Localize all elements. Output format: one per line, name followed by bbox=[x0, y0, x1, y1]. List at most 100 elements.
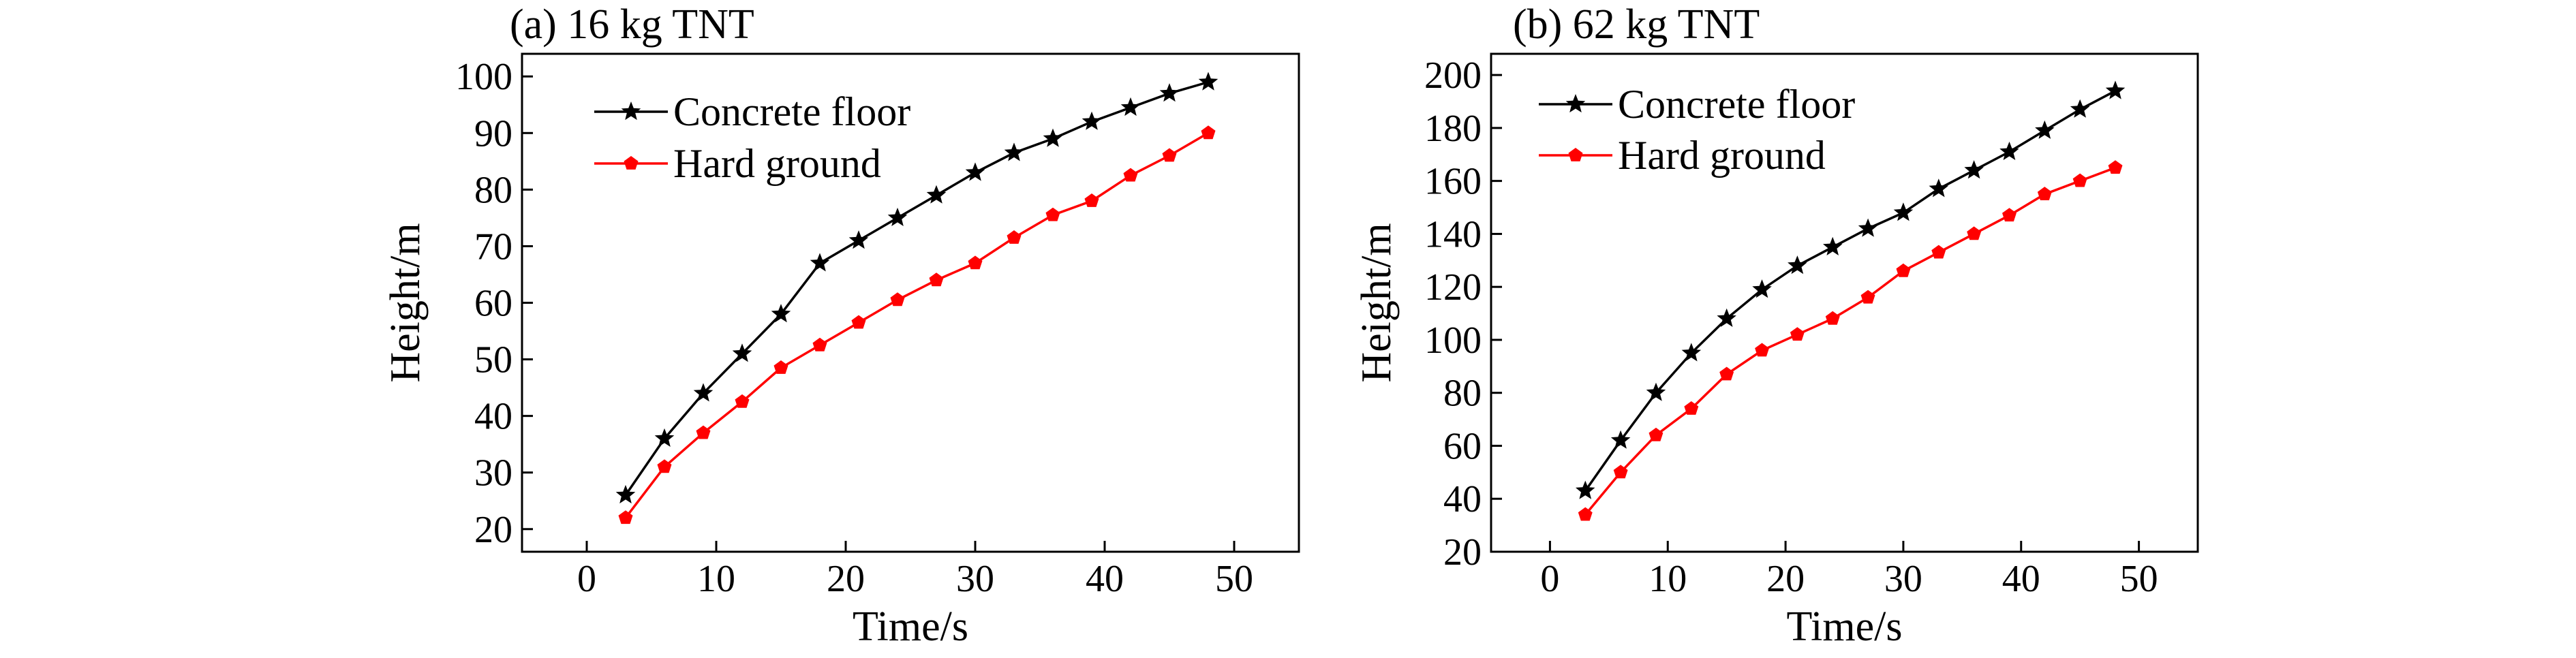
data-point bbox=[1043, 128, 1063, 147]
data-point bbox=[1896, 263, 1911, 277]
data-point bbox=[618, 510, 633, 524]
data-point bbox=[1752, 279, 1772, 298]
x-tick-label: 0 bbox=[577, 558, 596, 600]
data-point bbox=[2035, 120, 2055, 139]
legend-label: Concrete floor bbox=[673, 89, 910, 134]
data-point bbox=[1004, 142, 1024, 161]
x-axis-label: Time/s bbox=[1786, 604, 1902, 650]
data-point bbox=[1825, 311, 1840, 325]
y-tick-label: 120 bbox=[1424, 266, 1482, 309]
y-tick-label: 80 bbox=[474, 169, 512, 211]
data-point bbox=[1790, 327, 1805, 341]
y-tick-label: 50 bbox=[474, 339, 512, 381]
legend-entry: Hard ground bbox=[594, 141, 881, 186]
data-point bbox=[1578, 507, 1593, 521]
legend-marker bbox=[624, 156, 639, 170]
data-point bbox=[1646, 382, 1666, 401]
y-tick-label: 90 bbox=[474, 112, 512, 155]
y-tick-label: 180 bbox=[1424, 108, 1482, 150]
legend-label: Hard ground bbox=[673, 141, 881, 186]
data-point bbox=[1893, 202, 1914, 221]
series-concrete-floor bbox=[1576, 80, 2126, 499]
data-point bbox=[968, 255, 983, 270]
data-point bbox=[1045, 207, 1060, 221]
data-point bbox=[1719, 366, 1734, 381]
y-tick-label: 80 bbox=[1443, 373, 1482, 415]
data-point bbox=[1084, 193, 1099, 207]
data-point bbox=[1929, 178, 1948, 198]
legend-label: Concrete floor bbox=[1618, 82, 1855, 127]
data-point bbox=[965, 162, 985, 181]
y-tick-label: 100 bbox=[1424, 319, 1482, 362]
series-line bbox=[624, 131, 1209, 519]
data-point bbox=[1931, 245, 1946, 259]
y-tick-label: 40 bbox=[474, 396, 512, 438]
data-point bbox=[657, 459, 672, 473]
x-tick-label: 10 bbox=[697, 558, 735, 600]
x-tick-label: 0 bbox=[1540, 558, 1559, 600]
y-tick-label: 200 bbox=[1424, 54, 1482, 97]
data-point bbox=[615, 484, 636, 504]
data-point bbox=[2105, 80, 2126, 99]
data-point bbox=[1613, 465, 1628, 479]
data-point bbox=[1201, 125, 1216, 140]
x-tick-label: 50 bbox=[1215, 558, 1253, 600]
legend-marker bbox=[621, 101, 641, 121]
y-tick-label: 20 bbox=[474, 509, 512, 551]
x-tick-label: 30 bbox=[1884, 558, 1922, 600]
y-tick-label: 20 bbox=[1443, 531, 1482, 574]
data-point bbox=[1755, 343, 1769, 357]
data-point bbox=[1788, 255, 1807, 275]
data-point bbox=[848, 230, 869, 249]
data-point bbox=[1007, 230, 1022, 244]
x-tick-label: 40 bbox=[1086, 558, 1124, 600]
data-point bbox=[1610, 430, 1631, 449]
data-point bbox=[735, 394, 750, 408]
data-point bbox=[2037, 187, 2052, 200]
x-tick-label: 30 bbox=[956, 558, 994, 600]
data-point bbox=[654, 428, 675, 447]
data-point bbox=[1120, 97, 1141, 116]
data-point bbox=[1860, 289, 1875, 304]
series-hard-ground bbox=[618, 125, 1216, 524]
chart-title: (a) 16 kg TNT bbox=[510, 1, 754, 48]
data-point bbox=[851, 315, 866, 329]
data-point bbox=[1681, 343, 1702, 362]
data-point bbox=[1162, 148, 1177, 162]
y-tick-label: 30 bbox=[474, 452, 512, 495]
legend-entry: Concrete floor bbox=[594, 89, 910, 134]
legend-label: Hard ground bbox=[1618, 133, 1826, 178]
legend-marker bbox=[1568, 148, 1583, 161]
y-tick-label: 140 bbox=[1424, 213, 1482, 255]
data-point bbox=[1123, 168, 1138, 182]
y-tick-label: 70 bbox=[474, 225, 512, 268]
data-point bbox=[732, 343, 752, 362]
data-point bbox=[1717, 308, 1736, 327]
data-point bbox=[1684, 401, 1699, 415]
legend-entry: Hard ground bbox=[1539, 133, 1826, 178]
y-tick-label: 60 bbox=[474, 283, 512, 325]
chart-panel-a: (a) 16 kg TNT 0 10 20 30 40 50 20 30 40 50 60 70 80 90… bbox=[382, 1, 1300, 650]
data-point bbox=[1967, 226, 1982, 240]
data-point bbox=[773, 360, 788, 374]
data-point bbox=[1999, 141, 2019, 160]
data-point bbox=[696, 425, 711, 439]
data-point bbox=[1576, 480, 1595, 499]
y-axis-label: Height/m bbox=[1353, 223, 1400, 382]
y-tick-label: 100 bbox=[455, 56, 512, 98]
x-axis-label: Time/s bbox=[853, 604, 968, 650]
x-tick-label: 20 bbox=[827, 558, 865, 600]
data-point bbox=[890, 292, 905, 307]
data-point bbox=[2002, 208, 2017, 222]
x-tick-label: 50 bbox=[2120, 558, 2158, 600]
x-tick-label: 40 bbox=[2002, 558, 2040, 600]
x-tick-label: 10 bbox=[1649, 558, 1687, 600]
data-point bbox=[810, 253, 830, 272]
data-point bbox=[693, 383, 714, 402]
series-concrete-floor bbox=[615, 72, 1218, 504]
y-tick-label: 160 bbox=[1424, 161, 1482, 203]
series-line bbox=[1584, 166, 2116, 516]
chart-title: (b) 62 kg TNT bbox=[1513, 1, 1760, 48]
series-line bbox=[624, 80, 1209, 496]
